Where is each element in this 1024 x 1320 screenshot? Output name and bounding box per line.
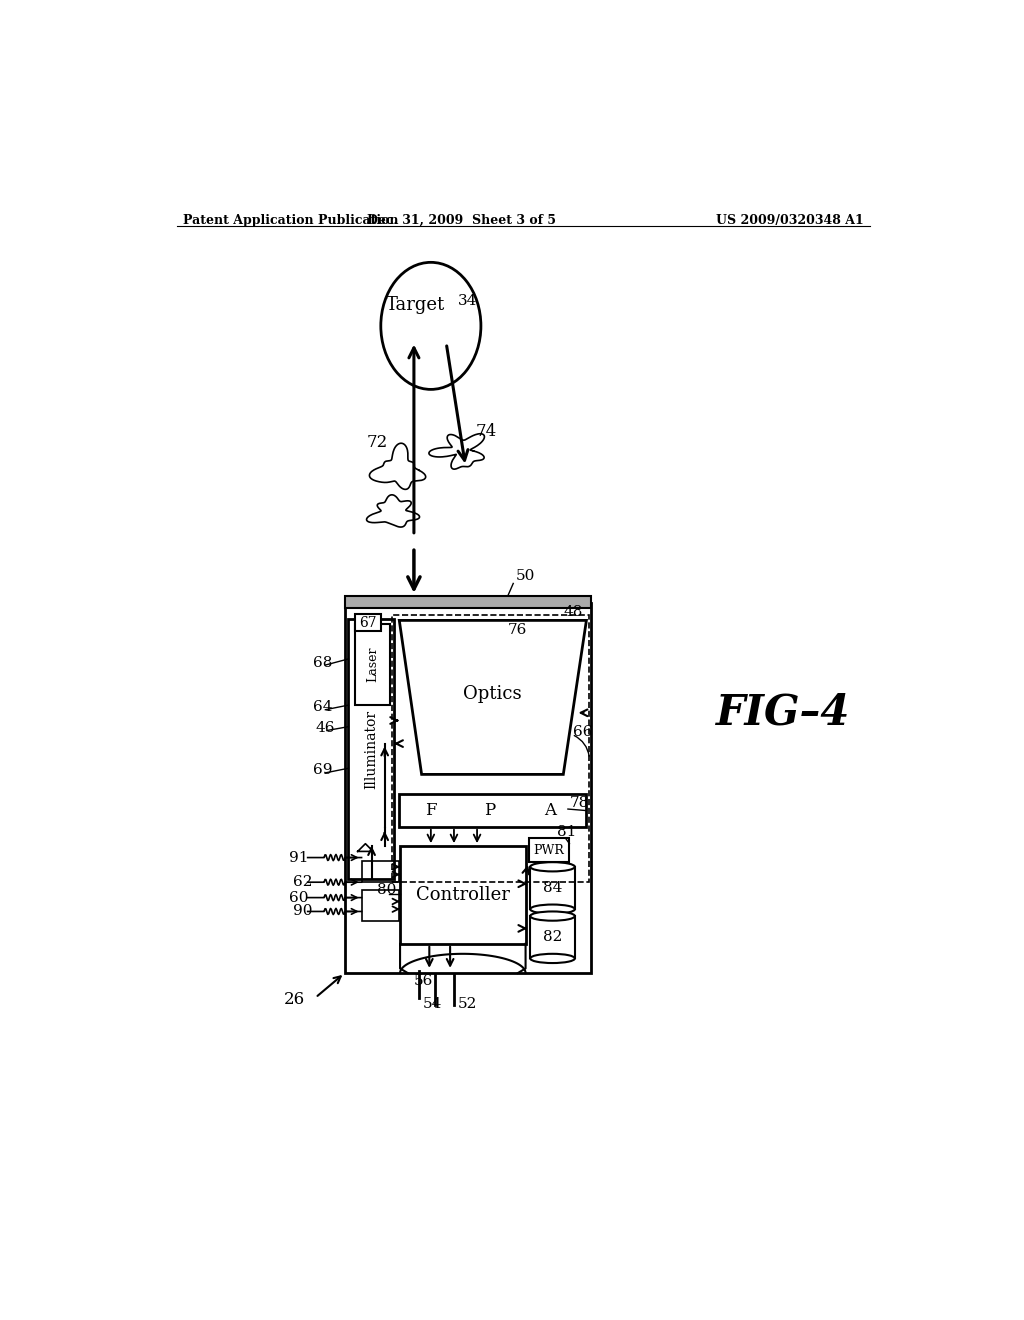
- Ellipse shape: [530, 862, 574, 871]
- Bar: [361, 861, 398, 882]
- Text: FIG–4: FIG–4: [716, 692, 850, 734]
- Text: Illuminator: Illuminator: [365, 709, 378, 788]
- Text: 90: 90: [293, 904, 312, 919]
- Text: 48: 48: [563, 605, 583, 619]
- Text: 84: 84: [543, 880, 562, 895]
- Text: Controller: Controller: [416, 886, 510, 904]
- Text: 72: 72: [367, 434, 388, 451]
- Text: 60: 60: [289, 891, 308, 904]
- Bar: [345, 595, 591, 609]
- Text: 26: 26: [284, 991, 305, 1008]
- Text: Target: Target: [386, 296, 445, 314]
- Text: US 2009/0320348 A1: US 2009/0320348 A1: [716, 214, 863, 227]
- Ellipse shape: [530, 911, 574, 921]
- Text: Patent Application Publication: Patent Application Publication: [183, 214, 398, 227]
- Bar: [354, 624, 390, 705]
- Text: F: F: [425, 803, 436, 820]
- Text: 46: 46: [315, 721, 335, 735]
- Text: Optics: Optics: [463, 685, 522, 702]
- Bar: [348, 619, 394, 879]
- Ellipse shape: [530, 904, 574, 913]
- Text: 62: 62: [293, 875, 312, 890]
- Text: PWR: PWR: [534, 843, 564, 857]
- Text: 69: 69: [313, 763, 333, 777]
- Text: P: P: [484, 803, 496, 820]
- Ellipse shape: [530, 954, 574, 964]
- Bar: [400, 846, 525, 944]
- Text: 56: 56: [414, 974, 433, 987]
- Text: 91: 91: [289, 850, 308, 865]
- Bar: [528, 838, 569, 862]
- Text: 74: 74: [475, 422, 497, 440]
- Text: 67: 67: [358, 615, 377, 630]
- Text: 66: 66: [572, 725, 592, 739]
- Text: 78: 78: [569, 796, 589, 809]
- Text: 68: 68: [313, 656, 333, 669]
- Text: 54: 54: [423, 997, 442, 1011]
- Bar: [354, 614, 381, 631]
- Text: 64: 64: [313, 700, 333, 714]
- Text: Laser: Laser: [366, 647, 379, 682]
- Text: 76: 76: [508, 623, 527, 638]
- Text: 50: 50: [515, 569, 535, 583]
- Text: 52: 52: [458, 997, 477, 1011]
- Text: 80: 80: [377, 883, 396, 896]
- Text: A: A: [544, 803, 556, 820]
- Bar: [345, 603, 591, 973]
- Bar: [361, 890, 398, 921]
- Text: 81: 81: [557, 825, 577, 840]
- Text: Dec. 31, 2009  Sheet 3 of 5: Dec. 31, 2009 Sheet 3 of 5: [368, 214, 556, 227]
- Text: 34: 34: [458, 294, 477, 308]
- Bar: [392, 615, 590, 882]
- Text: 82: 82: [543, 931, 562, 944]
- Bar: [399, 795, 587, 826]
